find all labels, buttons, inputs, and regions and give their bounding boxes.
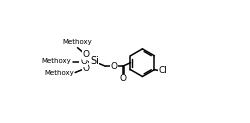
Text: Methoxy: Methoxy (42, 59, 72, 64)
Text: O: O (82, 50, 89, 59)
Text: O: O (119, 74, 126, 83)
Text: O: O (82, 64, 89, 73)
Text: Methoxy: Methoxy (63, 39, 92, 45)
Text: O: O (110, 62, 117, 71)
Text: O: O (80, 57, 87, 66)
Text: Si: Si (90, 56, 99, 67)
Text: Methoxy: Methoxy (44, 70, 74, 76)
Text: Cl: Cl (158, 66, 167, 75)
